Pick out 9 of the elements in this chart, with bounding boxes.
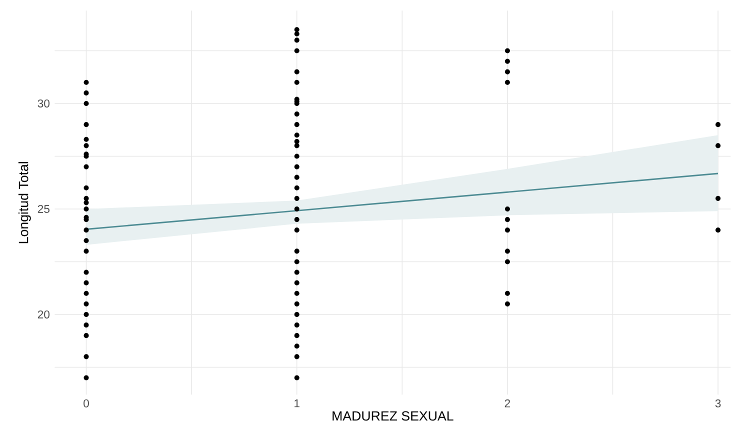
x-tick-label: 3 bbox=[715, 399, 721, 408]
y-tick-label: 30 bbox=[38, 99, 50, 108]
x-tick-label: 0 bbox=[84, 399, 89, 408]
x-tick-label: 1 bbox=[294, 399, 300, 408]
y-tick-label: 25 bbox=[38, 204, 50, 213]
x-tick-label: 2 bbox=[504, 399, 510, 408]
y-tick-label: 20 bbox=[38, 310, 50, 318]
x-axis-title: MADUREZ SEXUAL bbox=[332, 411, 454, 421]
y-axis-title: Longitud Total bbox=[18, 162, 31, 244]
